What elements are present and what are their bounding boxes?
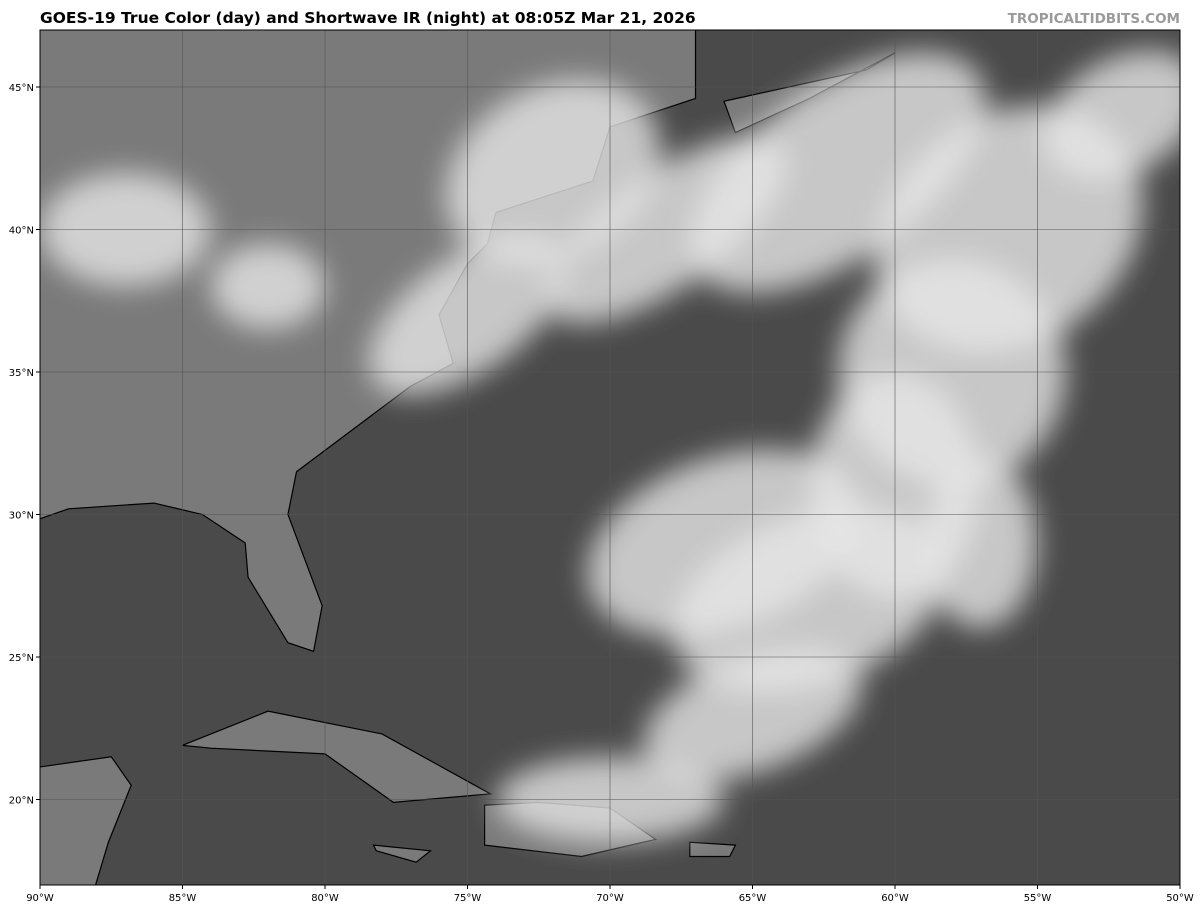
cloud-band bbox=[923, 457, 1038, 629]
land-puerto-rico bbox=[689, 841, 737, 858]
x-tick-label: 55°W bbox=[1024, 893, 1052, 904]
cloud-band bbox=[211, 243, 325, 330]
land-yucatan bbox=[40, 756, 132, 885]
cloud-band bbox=[689, 51, 987, 294]
land-cuba bbox=[182, 710, 493, 803]
y-tick-label: 45°N bbox=[9, 83, 34, 94]
longitude-ticks: 90°W 85°W 80°W 75°W 70°W 65°W 60°W 55°W 50°W bbox=[26, 885, 1194, 904]
x-tick-label: 80°W bbox=[311, 893, 339, 904]
x-tick-label: 75°W bbox=[454, 893, 482, 904]
x-tick-label: 85°W bbox=[169, 893, 197, 904]
land-jamaica bbox=[372, 844, 432, 863]
y-tick-label: 40°N bbox=[9, 226, 34, 237]
x-tick-label: 90°W bbox=[26, 893, 54, 904]
x-tick-label: 65°W bbox=[739, 893, 767, 904]
cloud-band bbox=[1043, 50, 1180, 181]
latitude-ticks: 45°N 40°N 35°N 30°N 25°N 20°N bbox=[9, 83, 40, 807]
x-tick-label: 70°W bbox=[596, 893, 624, 904]
graticule bbox=[40, 30, 1180, 885]
watermark: TROPICALTIDBITS.COM bbox=[1007, 11, 1180, 27]
y-tick-label: 25°N bbox=[9, 653, 34, 664]
y-tick-label: 35°N bbox=[9, 368, 34, 379]
x-tick-label: 60°W bbox=[881, 893, 909, 904]
y-tick-label: 30°N bbox=[9, 511, 34, 522]
x-tick-label: 50°W bbox=[1166, 893, 1194, 904]
map-title: GOES-19 True Color (day) and Shortwave I… bbox=[40, 9, 696, 27]
y-tick-label: 20°N bbox=[9, 796, 34, 807]
